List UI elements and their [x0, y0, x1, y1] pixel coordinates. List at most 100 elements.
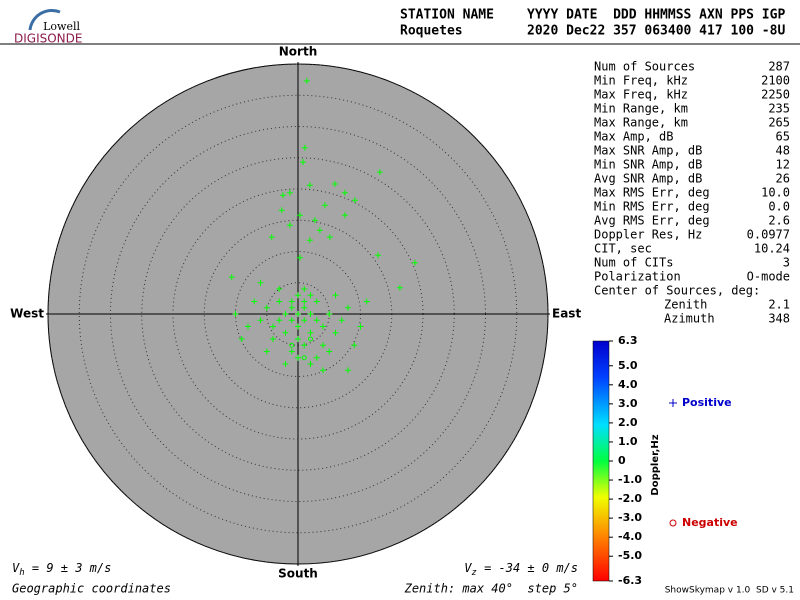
- stat-label: Min Range, km: [594, 102, 688, 116]
- center-value: 348: [768, 312, 790, 326]
- colorbar-label: -4.0: [618, 530, 642, 543]
- logo-bottom: DIGISONDE: [14, 32, 82, 46]
- stat-label: Max Amp, dB: [594, 130, 673, 144]
- positive-source: [307, 311, 314, 317]
- legend-symbol: [669, 519, 677, 527]
- positive-source: [301, 317, 308, 324]
- stat-value: 3: [783, 256, 790, 270]
- positive-source: [351, 197, 358, 204]
- station-name: Roquetes: [400, 24, 463, 39]
- negative-source: [301, 355, 307, 361]
- positive-source: [351, 342, 358, 349]
- positive-source: [276, 317, 283, 324]
- legend-label: Negative: [682, 516, 738, 529]
- stat-label: Min SNR Amp, dB: [594, 158, 702, 172]
- positive-source: [313, 317, 320, 324]
- positive-source: [332, 329, 339, 336]
- positive-source: [295, 336, 301, 342]
- colorbar-label: -6.3: [618, 574, 642, 587]
- positive-source: [257, 279, 264, 286]
- stat-label: CIT, sec: [594, 242, 652, 256]
- positive-source: [245, 323, 251, 330]
- vz-v: V: [464, 561, 472, 575]
- positive-source: [276, 286, 283, 292]
- logo-top: Lowell: [43, 20, 80, 33]
- positive-source: [270, 336, 276, 342]
- stat-label: Center of Sources, deg:: [594, 284, 760, 298]
- stat-value: 2250: [761, 88, 790, 102]
- positive-source: [263, 304, 270, 311]
- stat-value: 2.6: [768, 214, 790, 228]
- positive-source: [263, 348, 270, 355]
- positive-source: [288, 298, 295, 305]
- stat-label: Min RMS Err, deg: [594, 200, 710, 214]
- colorbar-label: -2.0: [618, 492, 642, 505]
- stat-label: Max Freq, kHz: [594, 88, 688, 102]
- positive-source: [276, 298, 283, 305]
- positive-source: [321, 202, 328, 209]
- stat-value: 65: [776, 130, 790, 144]
- positive-source: [357, 323, 364, 330]
- plot: North South West East: [10, 45, 581, 581]
- positive-source: [288, 348, 295, 355]
- positive-source: [295, 311, 301, 317]
- legend-symbol: [669, 399, 677, 407]
- positive-source: [311, 217, 318, 224]
- colorbar-label: -5.0: [618, 549, 642, 562]
- positive-source: [282, 361, 289, 367]
- zenith-info: Zenith: max 40° step 5°: [404, 582, 578, 596]
- colorbar-title: Doppler,Hz: [650, 434, 661, 495]
- negative-source: [289, 342, 295, 348]
- vh-sub: h: [19, 568, 24, 578]
- coords: Geographic coordinates: [12, 582, 171, 596]
- positive-source: [228, 274, 235, 281]
- positive-source: [375, 252, 381, 259]
- stat-value: 10.0: [761, 186, 790, 200]
- positive-source: [296, 254, 303, 261]
- header-columns: YYYY DATE DDD HHMMSS AXN PPS IGP: [527, 8, 785, 23]
- positive-source: [257, 317, 264, 324]
- header-values: 2020 Dec22 357 063400 417 100 -8U: [527, 24, 785, 39]
- legend-label: Positive: [682, 396, 732, 409]
- stat-value: 235: [768, 102, 790, 116]
- stat-label: Max RMS Err, deg: [594, 186, 710, 200]
- stat-value: 48: [776, 144, 790, 158]
- positive-source: [288, 304, 295, 311]
- positive-source: [295, 292, 301, 299]
- positive-source: [396, 284, 403, 291]
- positive-source: [278, 207, 285, 214]
- positive-source: [320, 323, 326, 330]
- stat-value: O-mode: [747, 270, 790, 284]
- positive-source: [320, 367, 326, 374]
- negative-source: [308, 336, 313, 342]
- positive-source: [363, 298, 370, 305]
- positive-source: [326, 311, 333, 317]
- stat-value: 2100: [761, 74, 790, 88]
- positive-source: [313, 354, 320, 361]
- positive-source: [341, 212, 348, 219]
- positive-source: [270, 323, 276, 330]
- stat-label: Doppler Res, Hz: [594, 228, 702, 242]
- stat-value: 26: [776, 172, 790, 186]
- vz-text: = -34 ± 0 m/s: [477, 561, 578, 575]
- positive-source: [301, 286, 308, 292]
- positive-source: [251, 298, 258, 305]
- colorbar-label: 3.0: [618, 397, 638, 410]
- stat-label: Num of Sources: [594, 60, 695, 74]
- stat-label: Polarization: [594, 270, 681, 284]
- positive-source: [295, 354, 301, 361]
- positive-source: [303, 77, 310, 84]
- stat-label: Avg SNR Amp, dB: [594, 172, 702, 186]
- positive-source: [286, 189, 293, 196]
- vh-text: = 9 ± 3 m/s: [25, 561, 112, 575]
- positive-source: [331, 181, 338, 187]
- positive-source: [307, 361, 314, 367]
- positive-source: [307, 292, 314, 299]
- header-label: STATION NAME: [400, 8, 494, 23]
- positive-source: [301, 298, 308, 305]
- colorbar-label: 6.3: [618, 334, 638, 347]
- stat-value: 0.0: [768, 200, 790, 214]
- version: ShowSkymap v 1.0 SD v 5.1: [665, 586, 794, 596]
- colorbar-label: -3.0: [618, 511, 642, 524]
